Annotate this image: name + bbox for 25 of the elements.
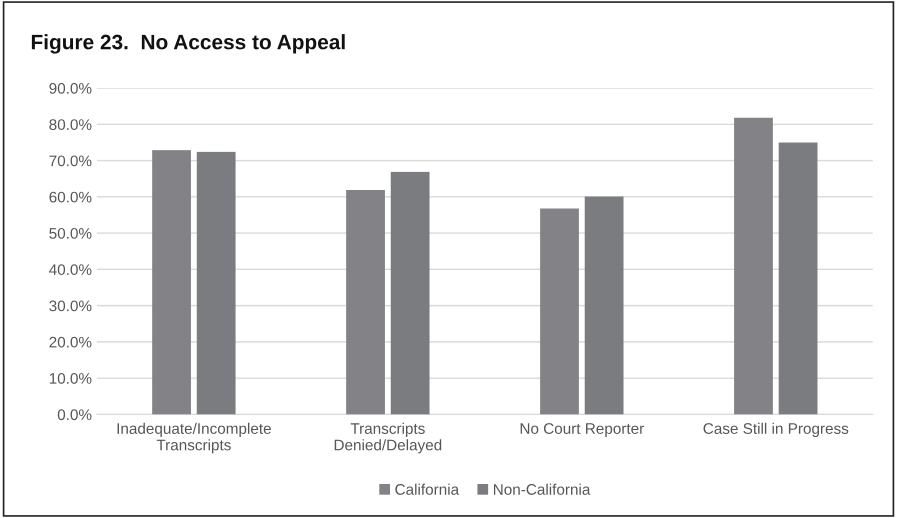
y-tick-label: 70.0% [49, 155, 92, 166]
y-tick-label: 0.0% [58, 409, 92, 420]
y-tick-label: 80.0% [49, 119, 92, 130]
y-tick-label: 10.0% [50, 373, 92, 384]
y-tick-label: 30.0% [49, 300, 92, 312]
x-tick-label: Case Still in Progress [704, 422, 848, 437]
bar [734, 118, 773, 414]
bar [196, 152, 236, 414]
legend-label: California [395, 484, 460, 495]
bar [540, 208, 579, 414]
y-tick-label: 40.0% [49, 264, 92, 276]
bar [584, 196, 624, 414]
y-tick-label: 50.0% [49, 228, 92, 239]
chart-title: Figure 23. No Access to Appeal [32, 34, 345, 54]
y-tick-label: 60.0% [49, 192, 92, 203]
x-tick-label: Inadequate/Incomplete Transcripts [118, 422, 271, 454]
x-tick-label: Transcripts Denied/Delayed [334, 422, 442, 454]
bar [390, 172, 430, 414]
bar [778, 142, 818, 414]
legend-label: Non-California [494, 484, 590, 495]
bar [346, 190, 385, 414]
y-tick-label: 20.0% [49, 336, 92, 348]
x-tick-label: No Court Reporter [520, 423, 644, 437]
y-tick-label: 90.0% [49, 82, 92, 94]
bar [152, 150, 191, 414]
